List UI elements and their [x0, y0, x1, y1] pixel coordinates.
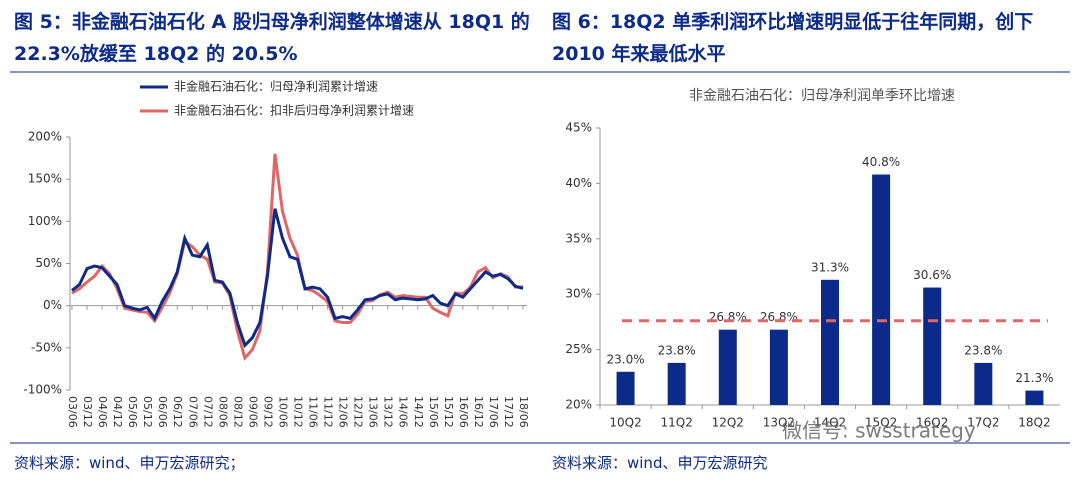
x-tick-label: 13/12	[382, 396, 395, 428]
y-tick-label: 100%	[28, 214, 62, 228]
x-tick-label: 15Q2	[865, 416, 897, 430]
x-tick-label: 16Q2	[916, 416, 948, 430]
y-tick-label: 40%	[565, 176, 592, 190]
y-tick-label: 150%	[28, 172, 62, 186]
value-label: 23.8%	[964, 343, 1002, 357]
legend-label: 非金融石油石化：归母净利润累计增速	[174, 79, 378, 94]
x-tick-label: 08/06	[216, 396, 229, 428]
x-tick-label: 05/12	[141, 396, 154, 428]
x-tick-label: 03/06	[66, 396, 79, 428]
x-tick-label: 13Q2	[763, 416, 795, 430]
watermark: 微信号: swsstrategy	[782, 419, 976, 443]
x-tick-label: 09/12	[261, 396, 274, 428]
x-tick-label: 12/12	[352, 396, 365, 428]
x-tick-label: 17/06	[487, 396, 500, 428]
x-tick-label: 14Q2	[814, 416, 846, 430]
series-line	[71, 208, 524, 349]
bar	[616, 371, 635, 405]
x-tick-label: 16/12	[472, 396, 485, 428]
value-label: 26.8%	[709, 310, 747, 324]
value-label: 26.8%	[760, 310, 798, 324]
x-tick-label: 05/06	[126, 396, 139, 428]
series-line	[71, 153, 524, 362]
source-note: 资料来源：wind、申万宏源研究；	[14, 454, 245, 472]
x-tick-label: 13/06	[367, 396, 380, 428]
x-tick-label: 16/06	[457, 396, 470, 428]
figure-caption: 图 5：非金融石油石化 A 股归母净利润整体增速从 18Q1 的 22.3%放缓…	[14, 11, 530, 65]
x-tick-label: 18/06	[517, 396, 530, 428]
x-tick-label: 14/06	[397, 396, 410, 428]
x-tick-label: 06/12	[171, 396, 184, 428]
x-tick-label: 07/12	[201, 396, 214, 428]
x-tick-label: 17Q2	[967, 416, 999, 430]
y-tick-label: 0%	[43, 298, 62, 312]
value-label: 30.6%	[913, 268, 951, 282]
value-label: 23.0%	[606, 352, 644, 366]
x-tick-label: 15/12	[442, 396, 455, 428]
x-tick-label: 14/12	[412, 396, 425, 428]
bar	[667, 362, 686, 405]
figure-caption: 图 6：18Q2 单季利润环比增速明显低于往年同期，创下 2010 年来最低水平	[552, 11, 1034, 65]
x-tick-label: 15/06	[427, 396, 440, 428]
y-tick-label: -50%	[31, 340, 62, 354]
x-tick-label: 03/12	[81, 396, 94, 428]
y-tick-label: 30%	[565, 287, 592, 301]
y-tick-label: 25%	[565, 342, 592, 356]
x-tick-label: 07/06	[186, 396, 199, 428]
y-tick-label: 50%	[35, 256, 62, 270]
bar	[1025, 390, 1044, 405]
x-tick-label: 08/12	[231, 396, 244, 428]
y-tick-label: 35%	[565, 231, 592, 245]
y-tick-label: 200%	[28, 130, 62, 144]
x-tick-label: 10/12	[292, 396, 305, 428]
bar	[872, 174, 891, 405]
y-tick-label: 45%	[565, 121, 592, 135]
legend-label: 非金融石油石化：扣非后归母净利润累计增速	[174, 103, 414, 118]
x-tick-label: 10/06	[276, 396, 289, 428]
y-tick-label: -100%	[23, 383, 62, 397]
x-tick-label: 04/06	[96, 396, 109, 428]
bar	[769, 329, 788, 405]
bar	[821, 279, 839, 405]
x-tick-label: 12Q2	[712, 416, 744, 430]
bar	[718, 329, 737, 405]
source-note: 资料来源：wind、申万宏源研究	[552, 454, 768, 472]
x-tick-label: 11/12	[322, 396, 335, 428]
value-label: 31.3%	[811, 260, 849, 274]
x-tick-label: 09/06	[246, 396, 259, 428]
x-tick-label: 12/06	[337, 396, 350, 428]
x-tick-label: 06/06	[156, 396, 169, 428]
y-tick-label: 20%	[565, 398, 592, 412]
x-tick-label: 10Q2	[609, 416, 641, 430]
bar	[974, 362, 993, 405]
x-tick-label: 11/06	[307, 396, 320, 428]
x-tick-label: 17/12	[502, 396, 515, 428]
x-tick-label: 11Q2	[660, 416, 692, 430]
chart-title: 非金融石油石化：归母净利润单季环比增速	[689, 87, 955, 104]
value-label: 40.8%	[862, 155, 900, 169]
x-tick-label: 04/12	[111, 396, 124, 428]
x-tick-label: 18Q2	[1018, 416, 1050, 430]
value-label: 21.3%	[1015, 371, 1053, 385]
value-label: 23.8%	[658, 343, 696, 357]
bar	[923, 287, 942, 405]
